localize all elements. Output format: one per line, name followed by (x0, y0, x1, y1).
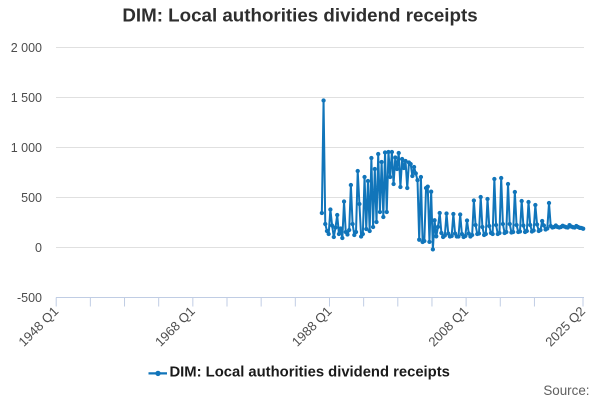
svg-text:2 000: 2 000 (11, 41, 42, 55)
svg-text:Source:: Source: (543, 383, 589, 398)
svg-text:500: 500 (21, 191, 42, 205)
svg-text:-500: -500 (17, 291, 42, 305)
svg-text:DIM: Local authorities dividen: DIM: Local authorities dividend receipts (170, 365, 450, 381)
svg-text:1 500: 1 500 (11, 91, 42, 105)
svg-text:0: 0 (35, 241, 42, 255)
svg-text:DIM: Local authorities dividen: DIM: Local authorities dividend receipts (122, 5, 477, 26)
svg-text:1 000: 1 000 (11, 141, 42, 155)
